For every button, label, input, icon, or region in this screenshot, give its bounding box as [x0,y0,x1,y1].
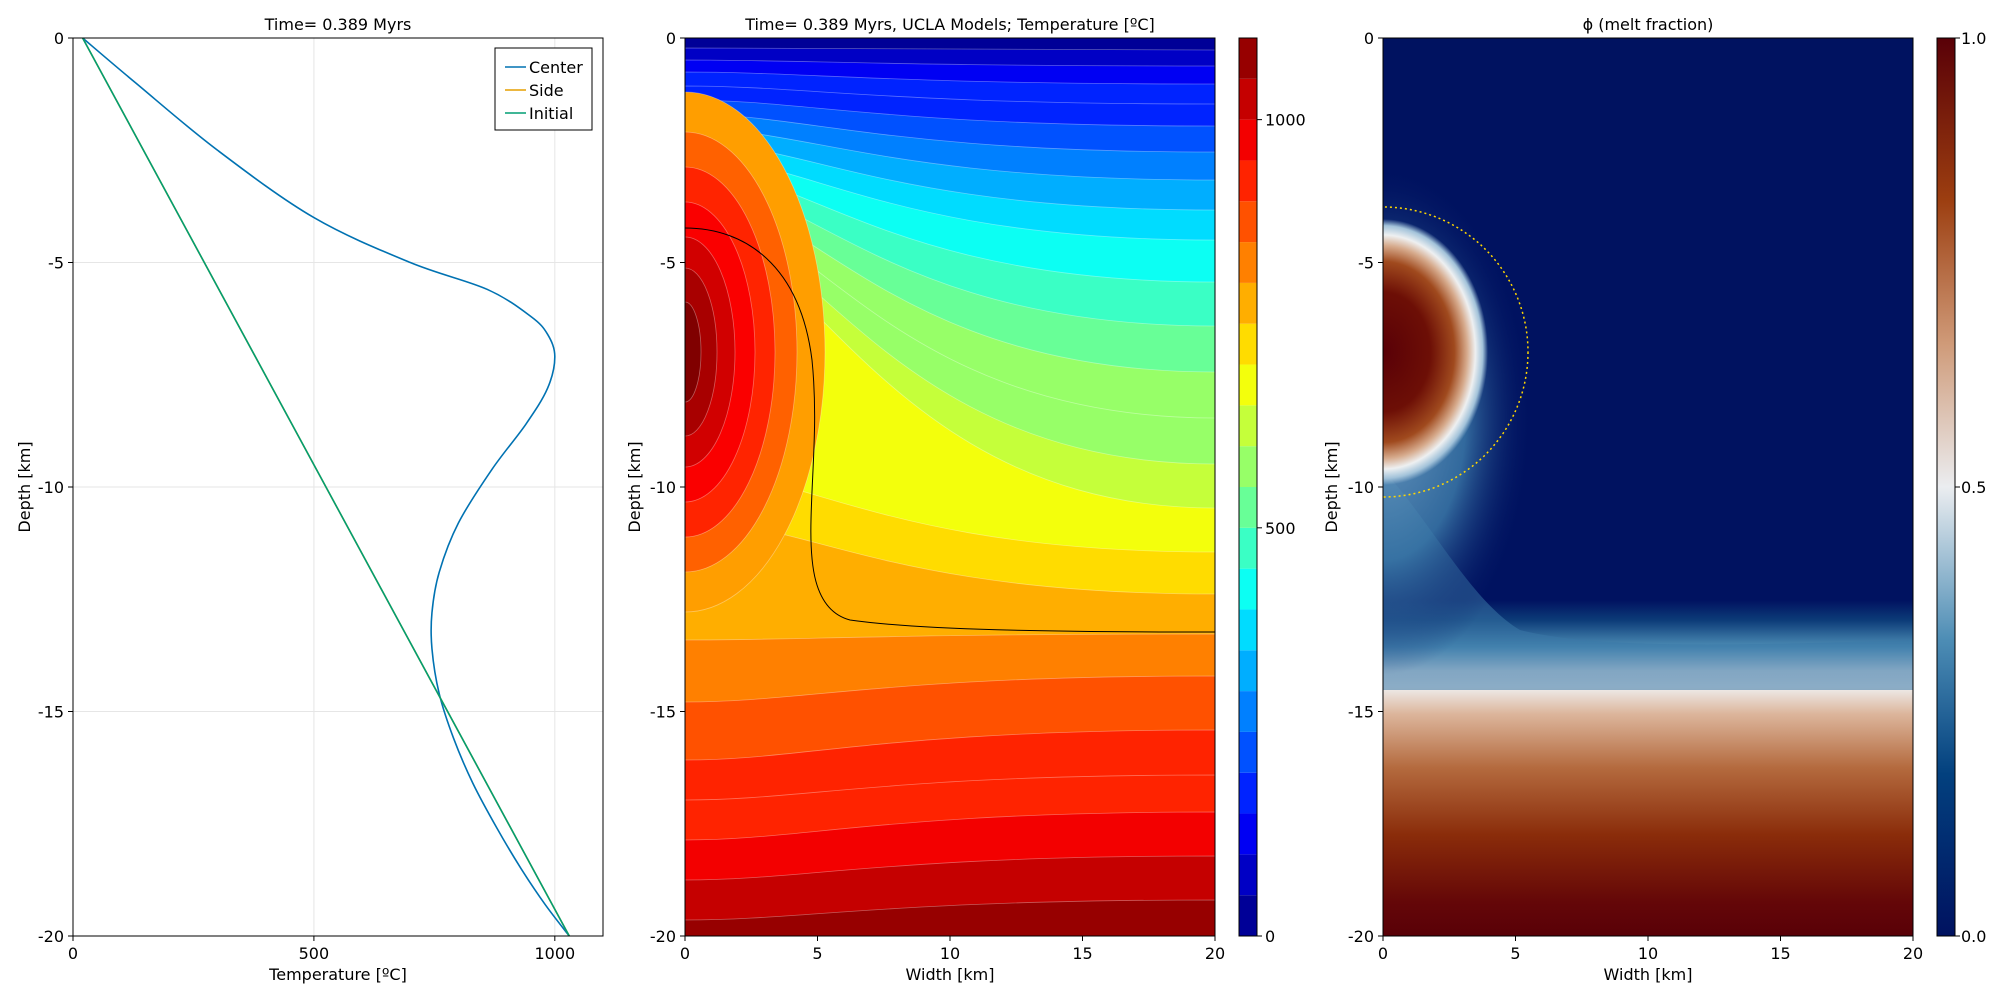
x-tick-label: 0 [68,944,78,963]
y-tick-label: -10 [38,478,64,497]
y-tick-label: -20 [1348,927,1374,946]
series-line-initial [81,37,570,937]
colorbar-level [1239,609,1257,651]
colorbar-level [1239,813,1257,855]
panel1-y-ticks: 0 -5 -10 -15 -20 [38,29,73,946]
panel2-title: Time= 0.389 Myrs, UCLA Models; Temperatu… [744,15,1155,34]
melt-fraction-panel: 0 5 10 15 20 0-5-10-15-20 ϕ (melt fraction) … [1322,15,1986,984]
colorbar-level [1239,650,1257,692]
legend-box [494,47,593,131]
melt-field-transition [1383,470,1913,690]
intrusion-band [685,301,702,403]
colorbar-level [1239,772,1257,814]
colorbar-level [1239,242,1257,283]
solidus-contour-line [685,227,1215,633]
colorbar-level [1239,568,1257,610]
y-tick-label: -15 [1348,703,1374,722]
x-tick-label: 5 [812,944,822,963]
colorbar-frame [1238,37,1258,937]
colorbar-level [1239,691,1257,732]
x-tick-label: 0 [680,944,690,963]
temperature-colorbar: 0 500 1000 [1238,37,1306,946]
colorbar-level [1239,487,1257,528]
panel1-y-label: Depth [km] [15,441,34,532]
y-tick-label: 0 [1364,29,1374,48]
colorbar-level [1239,854,1257,896]
legend-label-initial: Initial [529,104,573,123]
colorbar-level [1239,364,1257,406]
intrusion-outline-circle [1383,206,1529,498]
colorbar-tick-label: 500 [1265,519,1296,538]
y-tick-label: 0 [54,29,64,48]
y-tick-label: -15 [650,703,676,722]
temperature-band [685,899,1215,936]
panel2-x-ticks: 0 5 10 15 20 [680,936,1225,963]
panel3-y-ticks: 0 -5 -10 -15 -20 [1348,29,1383,946]
y-tick-label: -20 [38,927,64,946]
x-tick-label: 20 [1205,944,1225,963]
colorbar-tick-label: 1.0 [1961,29,1986,48]
intrusion-bands [685,91,826,613]
panel2-y-label: Depth [km] [625,441,644,532]
colorbar-tick-label: 0 [1265,927,1275,946]
x-tick-label: 0 [1378,944,1388,963]
panel3-y-label: Depth [km] [1322,441,1341,532]
x-tick-label: 500 [299,944,330,963]
y-tick-label: -5 [48,254,64,273]
panel3-title: ϕ (melt fraction) [1583,15,1714,34]
colorbar-tick-label: 0.5 [1961,478,1986,497]
colorbar-level [1239,160,1257,202]
colorbar-tick-label: 0.0 [1961,927,1986,946]
x-tick-label: 10 [940,944,960,963]
panel1-legend: Center Side Initial [494,47,593,131]
colorbar-level [1239,78,1257,120]
melt-intrusion [1383,219,1488,485]
colorbar-level [1239,38,1257,79]
legend-label-side: Side [529,81,564,100]
x-tick-label: 15 [1770,944,1790,963]
panel3-x-label: Width [km] [1604,965,1693,984]
panel1-title: Time= 0.389 Myrs [264,15,412,34]
y-tick-label: -15 [38,703,64,722]
series-line-center [82,37,570,937]
x-tick-label: 15 [1072,944,1092,963]
y-tick-label: -10 [1348,478,1374,497]
y-tick-label: -5 [660,254,676,273]
colorbar-level [1239,895,1257,936]
y-tick-label: -10 [650,478,676,497]
x-tick-label: 5 [1510,944,1520,963]
panel2-y-ticks: 0 -5 -10 -15 -20 [650,29,685,946]
temperature-field-panel: 0 5 10 15 20 0 -5 -10 -15 -20 Time= 0.389 Myrs, … [625,15,1306,984]
panel1-series [81,37,570,937]
colorbar-level [1239,323,1257,365]
y-tick-label: 0 [666,29,676,48]
panel1-x-ticks: 0 500 1000 [68,936,575,963]
melt-colorbar-gradient [1936,37,1956,937]
colorbar-level [1239,731,1257,773]
colorbar-level [1239,201,1257,243]
melt-fraction-colorbar: 0.0 0.5 1.0 [1936,29,1986,946]
colorbar-level [1239,282,1257,324]
colorbar-level [1239,527,1257,569]
x-tick-label: 1000 [534,944,575,963]
colorbar-tick-label: 1000 [1265,111,1306,130]
x-tick-label: 20 [1903,944,1923,963]
x-tick-label: 10 [1638,944,1658,963]
panel1-x-label: Temperature [ºC] [268,965,407,984]
legend-label-center: Center [529,58,583,77]
colorbar-level [1239,405,1257,447]
y-tick-label: -20 [650,927,676,946]
temperature-profile-panel: 0 500 1000 0 -5 -10 -15 -20 Time= 0.389 Myrs T… [15,15,604,984]
colorbar-level [1239,119,1257,161]
panel2-x-label: Width [km] [906,965,995,984]
colorbar-level [1239,446,1257,487]
panel3-x-ticks: 0 5 10 15 20 [1378,936,1923,963]
y-tick-label: -5 [1358,254,1374,273]
